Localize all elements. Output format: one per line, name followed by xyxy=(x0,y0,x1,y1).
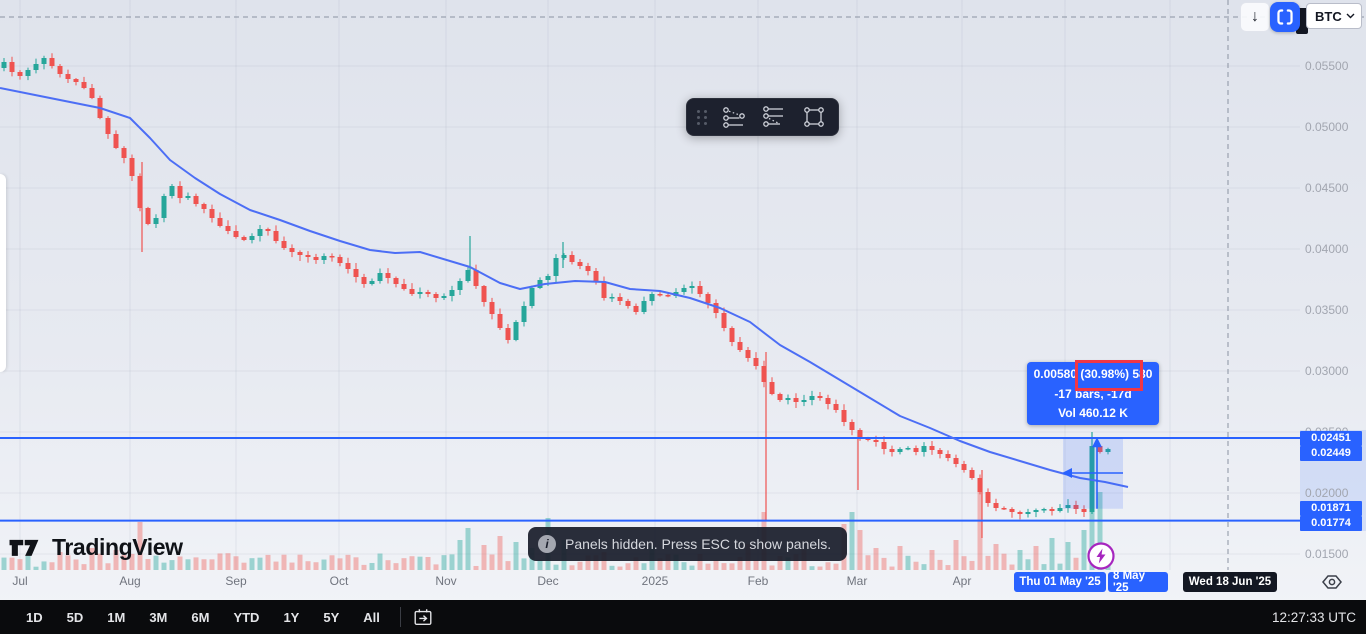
rectangle-tool-icon[interactable] xyxy=(796,102,832,132)
info-icon: i xyxy=(538,535,556,553)
time-tick-label: Dec xyxy=(537,574,559,588)
panels-hidden-toast: i Panels hidden. Press ESC to show panel… xyxy=(528,527,848,561)
hidden-panel-edge[interactable] xyxy=(0,174,6,372)
range-button-3m[interactable]: 3M xyxy=(149,609,168,625)
down-arrow-icon: ↓ xyxy=(1251,8,1259,25)
price-tick-label: 0.03000 xyxy=(1305,364,1349,378)
range-button-1y[interactable]: 1Y xyxy=(283,609,300,625)
time-tick-label: Nov xyxy=(435,574,457,588)
focus-selection-button[interactable] xyxy=(1270,2,1300,32)
measure-tooltip: 0.00580 (30.98%) 580 -17 bars, -17d Vol … xyxy=(1027,362,1159,425)
eye-icon[interactable] xyxy=(1320,571,1344,593)
price-tick-label: 0.04500 xyxy=(1305,181,1349,195)
time-date-label[interactable]: Wed 18 Jun '25 xyxy=(1183,572,1277,592)
scroll-to-recent-button[interactable]: ↓ xyxy=(1240,2,1270,32)
measure-change-line: 0.00580 (30.98%) 580 xyxy=(1033,367,1153,382)
go-to-date-button[interactable] xyxy=(409,603,437,631)
floating-drawing-toolbar[interactable] xyxy=(686,98,839,136)
range-button-all[interactable]: All xyxy=(363,609,380,625)
chevron-down-icon xyxy=(1346,13,1355,19)
tradingview-logo[interactable]: TradingView xyxy=(8,534,183,561)
tradingview-logo-text: TradingView xyxy=(52,534,183,560)
price-tick-label: 0.05000 xyxy=(1305,120,1349,134)
price-tick-label: 0.05500 xyxy=(1305,59,1349,73)
price-tick-label: 0.01500 xyxy=(1305,547,1349,561)
time-tick-label: Oct xyxy=(329,574,349,588)
range-button-ytd[interactable]: YTD xyxy=(233,609,260,625)
parallel-channel-tool-icon[interactable] xyxy=(756,102,792,132)
price-line-label[interactable]: 0.01774 xyxy=(1300,516,1362,531)
price-tick-label: 0.02000 xyxy=(1305,486,1349,500)
time-date-label[interactable]: 8 May '25 xyxy=(1108,570,1168,594)
lightning-marker-icon[interactable] xyxy=(1086,541,1116,576)
date-range-buttons: 1D 5D 1M 3M 6M YTD 1Y 5Y All xyxy=(14,610,392,625)
measure-volume-line: Vol 460.12 K xyxy=(1058,405,1128,420)
time-tick-label: Apr xyxy=(952,574,972,588)
tradingview-logo-icon xyxy=(9,539,39,556)
time-tick-label: Jul xyxy=(12,574,28,588)
time-tick-label: Mar xyxy=(846,574,868,588)
range-button-1m[interactable]: 1M xyxy=(107,609,126,625)
range-button-1d[interactable]: 1D xyxy=(26,609,43,625)
price-chart[interactable] xyxy=(0,0,1366,570)
time-date-label[interactable]: Thu 01 May '25 xyxy=(1014,572,1106,592)
price-tick-label: 0.04000 xyxy=(1305,242,1349,256)
price-line-label[interactable]: 0.02451 xyxy=(1300,431,1362,446)
price-line-label[interactable]: 0.02449 xyxy=(1300,446,1362,461)
price-line-label[interactable]: 0.01871 xyxy=(1300,501,1362,516)
toast-text: Panels hidden. Press ESC to show panels. xyxy=(565,536,832,552)
symbol-select-value: BTC xyxy=(1315,8,1342,24)
red-highlight-box xyxy=(1075,360,1143,391)
focus-icon xyxy=(1277,9,1293,25)
time-tick-label: Feb xyxy=(747,574,769,588)
range-button-5d[interactable]: 5D xyxy=(66,609,84,625)
toolbar-divider xyxy=(399,607,401,627)
price-tick-label: 0.03500 xyxy=(1305,303,1349,317)
time-tick-label: 2025 xyxy=(641,574,669,588)
range-button-5y[interactable]: 5Y xyxy=(323,609,340,625)
time-tick-label: Sep xyxy=(225,574,247,588)
range-button-6m[interactable]: 6M xyxy=(191,609,210,625)
clock-utc[interactable]: 12:27:33 UTC xyxy=(1271,609,1356,625)
trend-lines-tool-icon[interactable] xyxy=(716,102,752,132)
drag-handle-icon[interactable] xyxy=(697,109,708,125)
symbol-select[interactable]: BTC xyxy=(1306,3,1362,29)
time-tick-label: Aug xyxy=(119,574,141,588)
bottom-toolbar: 1D 5D 1M 3M 6M YTD 1Y 5Y All 12:27:33 UTC xyxy=(0,600,1366,634)
